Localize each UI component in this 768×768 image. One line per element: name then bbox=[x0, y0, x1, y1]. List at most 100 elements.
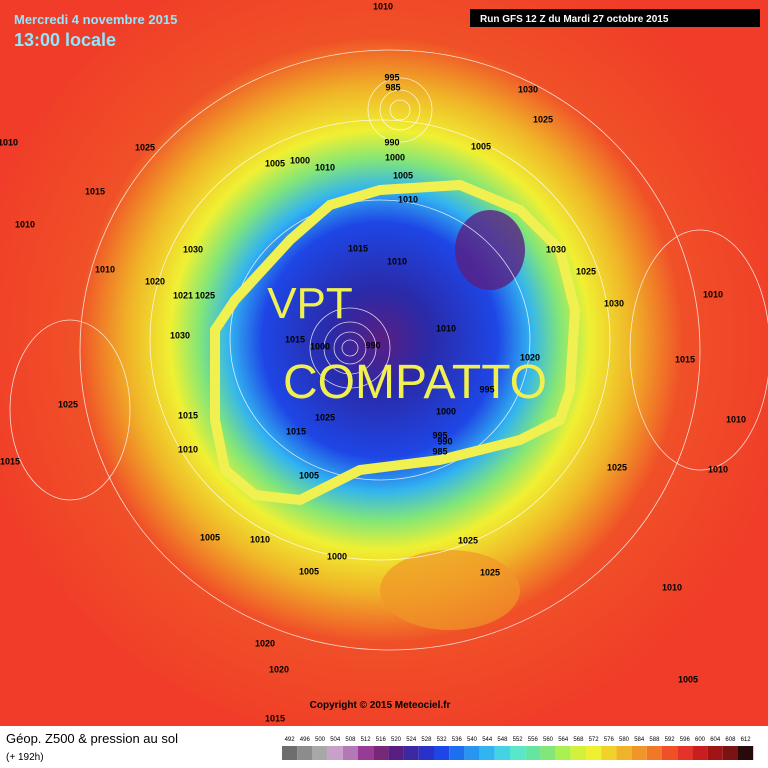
pressure-label: 1000 bbox=[310, 341, 330, 351]
date: Mercredi 4 novembre 2015 bbox=[14, 12, 177, 27]
pressure-label: 990 bbox=[384, 137, 399, 147]
colorbar-cell bbox=[510, 746, 526, 760]
pressure-label: 1015 bbox=[285, 334, 305, 344]
colorbar-label: 528 bbox=[421, 737, 432, 743]
pressure-label: 1010 bbox=[436, 323, 456, 333]
colorbar-cell bbox=[540, 746, 556, 760]
pressure-label: 1010 bbox=[398, 194, 418, 204]
pressure-label: 1010 bbox=[387, 256, 407, 266]
pressure-label: 1015 bbox=[265, 713, 285, 723]
colorbar-cell bbox=[616, 746, 632, 760]
colorbar-label: 556 bbox=[528, 737, 539, 743]
colorbar-label: 540 bbox=[467, 737, 478, 743]
colorbar-label: 532 bbox=[437, 737, 448, 743]
colorbar-label: 496 bbox=[300, 737, 311, 743]
pressure-label: 1005 bbox=[471, 141, 491, 151]
colorbar-label: 552 bbox=[513, 737, 524, 743]
pressure-label: 1005 bbox=[299, 566, 319, 576]
colorbar-label: 500 bbox=[315, 737, 326, 743]
pressure-label: 1005 bbox=[678, 674, 698, 684]
colorbar-cell bbox=[570, 746, 586, 760]
colorbar: 492 496 500 504 508 512 516 520 524 528 532 536 540 5… bbox=[282, 737, 754, 760]
pressure-labels: 1010 995 985 1030 1025 1010 1025 1005 1000 1010 99… bbox=[0, 1, 746, 723]
pressure-label: 990 bbox=[365, 340, 380, 350]
isobars bbox=[9, 49, 768, 651]
colorbar-cell bbox=[479, 746, 495, 760]
colorbar-cell bbox=[434, 746, 450, 760]
colorbar-label: 560 bbox=[543, 737, 554, 743]
colorbar-label: 504 bbox=[330, 737, 341, 743]
pressure-label: 1020 bbox=[255, 638, 275, 648]
pressure-label: 1030 bbox=[604, 298, 624, 308]
z500-field bbox=[0, 0, 768, 740]
colorbar-cell bbox=[327, 746, 343, 760]
colorbar-label: 492 bbox=[285, 737, 296, 743]
pressure-label: 1025 bbox=[135, 142, 155, 152]
colorbar-cell bbox=[342, 746, 358, 760]
pressure-label: 1005 bbox=[265, 158, 285, 168]
colorbar-cell bbox=[282, 746, 298, 760]
copyright: Copyright © 2015 Meteociel.fr bbox=[310, 700, 451, 711]
pressure-label: 1010 bbox=[178, 444, 198, 454]
colorbar-cell bbox=[403, 746, 419, 760]
pressure-label: 1025 bbox=[195, 290, 215, 300]
pressure-label: 1015 bbox=[348, 243, 368, 253]
colorbar-label: 516 bbox=[376, 737, 387, 743]
run-box bbox=[470, 9, 760, 27]
colorbar-cell bbox=[373, 746, 389, 760]
pressure-label: 1025 bbox=[576, 266, 596, 276]
colorbar-cell bbox=[312, 746, 328, 760]
pressure-label: 1005 bbox=[200, 532, 220, 542]
colorbar-label: 600 bbox=[695, 737, 706, 743]
pressure-label: 1015 bbox=[0, 456, 20, 466]
pressure-label: 1005 bbox=[299, 470, 319, 480]
colorbar-cell bbox=[418, 746, 434, 760]
colorbar-cell bbox=[677, 746, 693, 760]
colorbar-cell bbox=[388, 746, 404, 760]
colorbar-cell bbox=[662, 746, 678, 760]
colorbar-label: 576 bbox=[604, 737, 615, 743]
colorbar-label: 612 bbox=[741, 737, 752, 743]
pressure-label: 1020 bbox=[269, 664, 289, 674]
pressure-label: 1030 bbox=[546, 244, 566, 254]
colorbar-label: 536 bbox=[452, 737, 463, 743]
pressure-label: 1025 bbox=[315, 412, 335, 422]
annotation-line2: COMPATTO bbox=[283, 356, 547, 409]
pressure-label: 1015 bbox=[85, 186, 105, 196]
pressure-label: 1025 bbox=[533, 114, 553, 124]
colorbar-cell bbox=[722, 746, 738, 760]
pressure-label: 1010 bbox=[250, 534, 270, 544]
pressure-label: 1030 bbox=[183, 244, 203, 254]
colorbar-cell bbox=[464, 746, 480, 760]
annotation-line1: VPT bbox=[267, 279, 353, 328]
run: Run GFS 12 Z du Mardi 27 octobre 2015 bbox=[480, 14, 669, 25]
colorbar-label: 544 bbox=[482, 737, 493, 743]
pressure-label: 1015 bbox=[178, 410, 198, 420]
pressure-label: 1025 bbox=[480, 567, 500, 577]
pressure-label: 1010 bbox=[703, 289, 723, 299]
vortex-outline bbox=[210, 179, 581, 506]
colorbar-cell bbox=[738, 746, 754, 760]
pressure-label: 1020 bbox=[145, 276, 165, 286]
pressure-label: 995 bbox=[479, 384, 494, 394]
pressure-label: 1025 bbox=[458, 535, 478, 545]
pressure-label: 1010 bbox=[0, 137, 18, 147]
colorbar-label: 588 bbox=[649, 737, 660, 743]
pressure-label: 1010 bbox=[373, 1, 393, 11]
colorbar-label: 604 bbox=[710, 737, 721, 743]
pressure-label: 1010 bbox=[315, 162, 335, 172]
colorbar-cell bbox=[297, 746, 313, 760]
pressure-label: 1025 bbox=[58, 399, 78, 409]
pressure-label: 1010 bbox=[95, 264, 115, 274]
colorbar-cell bbox=[449, 746, 465, 760]
time: 13:00 locale bbox=[14, 30, 116, 50]
colorbar-label: 572 bbox=[589, 737, 600, 743]
colorbar-cell bbox=[555, 746, 571, 760]
colorbar-cell bbox=[601, 746, 617, 760]
colorbar-label: 564 bbox=[558, 737, 569, 743]
colorbar-cell bbox=[525, 746, 541, 760]
colorbar-label: 580 bbox=[619, 737, 630, 743]
pressure-label: 1021 bbox=[173, 290, 193, 300]
pressure-label: 985 bbox=[385, 82, 400, 92]
